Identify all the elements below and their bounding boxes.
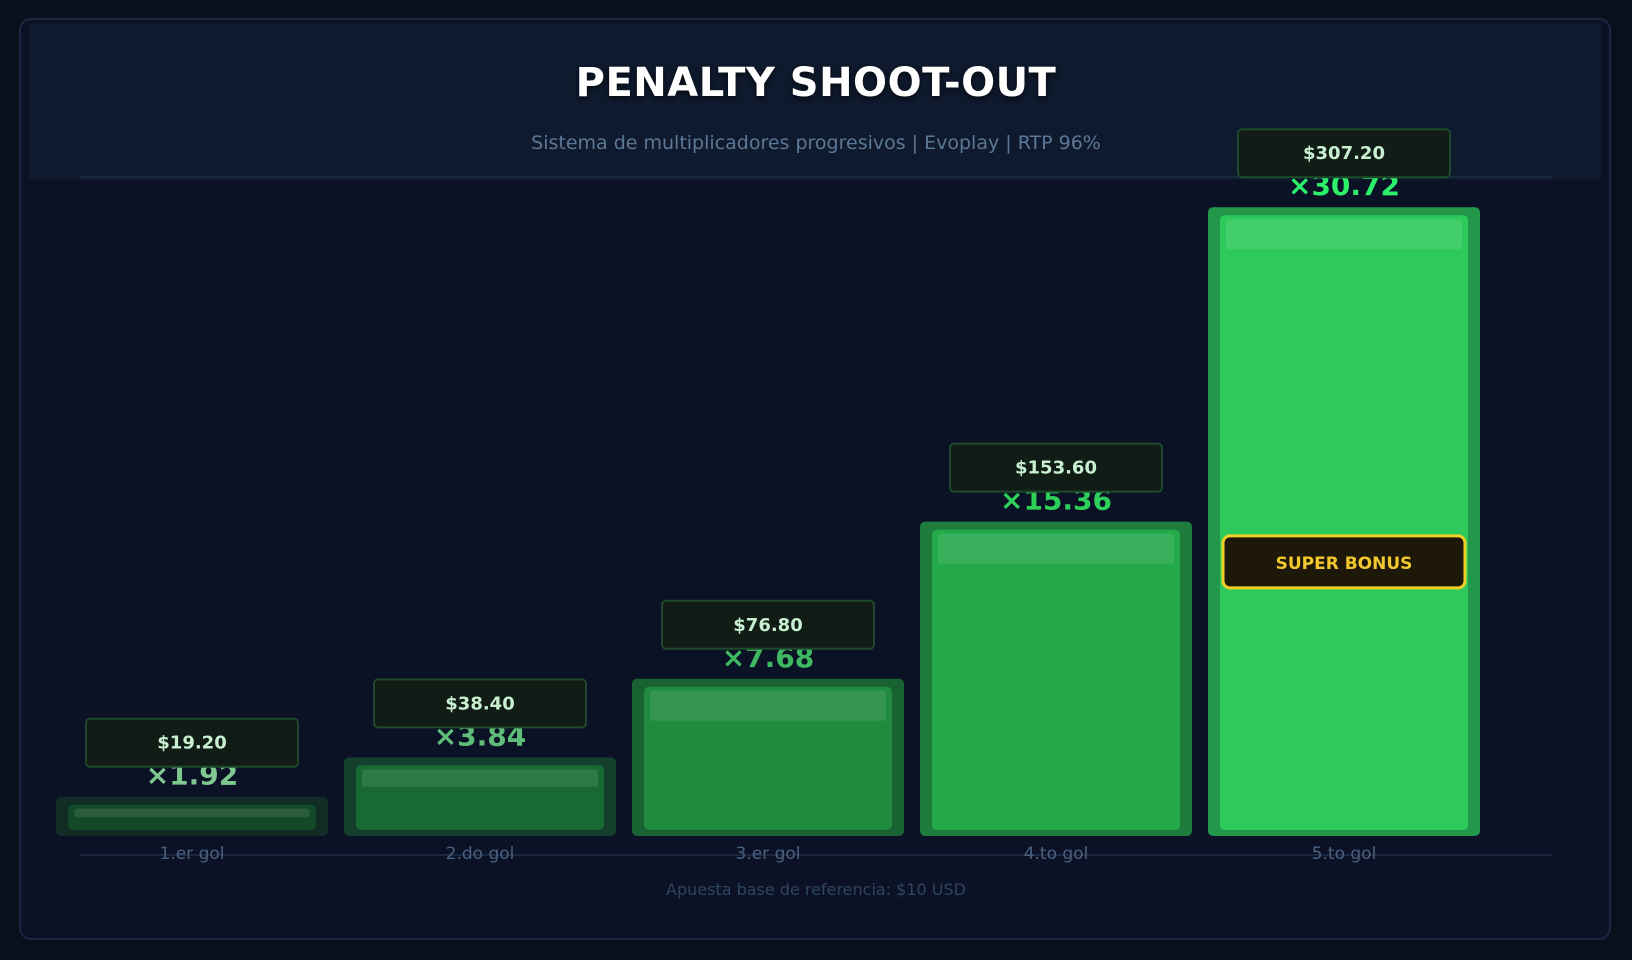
bar-group: ×1.92$19.201.er gol: [56, 717, 328, 864]
chart-title: PENALTY SHOOT-OUT: [575, 60, 1057, 106]
payout-box: [661, 599, 875, 650]
x-tick-label: 2.do gol: [446, 844, 515, 864]
payout-box: [949, 442, 1163, 493]
payout-label: $307.20: [1303, 143, 1385, 164]
x-tick-label: 1.er gol: [160, 844, 225, 864]
x-tick-label: 5.to gol: [1312, 844, 1377, 864]
payout-box: [85, 717, 299, 768]
payout-box: [373, 678, 587, 729]
payout-label: $153.60: [1015, 458, 1097, 479]
bar-highlight: [938, 533, 1174, 564]
bar: [644, 686, 892, 830]
bar: [1220, 215, 1468, 830]
chart-footnote: Apuesta base de referencia: $10 USD: [666, 880, 966, 899]
bar: [356, 765, 604, 830]
chart-subtitle: Sistema de multiplicadores progresivos |…: [531, 132, 1101, 154]
bar: [932, 529, 1180, 830]
bar-group: ×15.36$153.604.to gol: [920, 442, 1192, 864]
payout-box: [1237, 128, 1451, 179]
super-bonus-label: SUPER BONUS: [1276, 554, 1413, 574]
bar-highlight: [74, 808, 310, 818]
bar-highlight: [650, 690, 886, 721]
payout-label: $38.40: [445, 693, 514, 714]
super-bonus-badge: [1221, 534, 1467, 590]
bar-group: ×7.68$76.803.er gol: [632, 599, 904, 864]
bar-highlight: [1226, 219, 1462, 250]
x-tick-label: 4.to gol: [1024, 844, 1089, 864]
bar-highlight: [362, 769, 598, 787]
payout-label: $76.80: [733, 615, 802, 636]
bar-group: ×3.84$38.402.do gol: [344, 678, 616, 864]
payout-label: $19.20: [157, 733, 226, 754]
x-tick-label: 3.er gol: [736, 844, 801, 864]
bar: [68, 804, 316, 830]
